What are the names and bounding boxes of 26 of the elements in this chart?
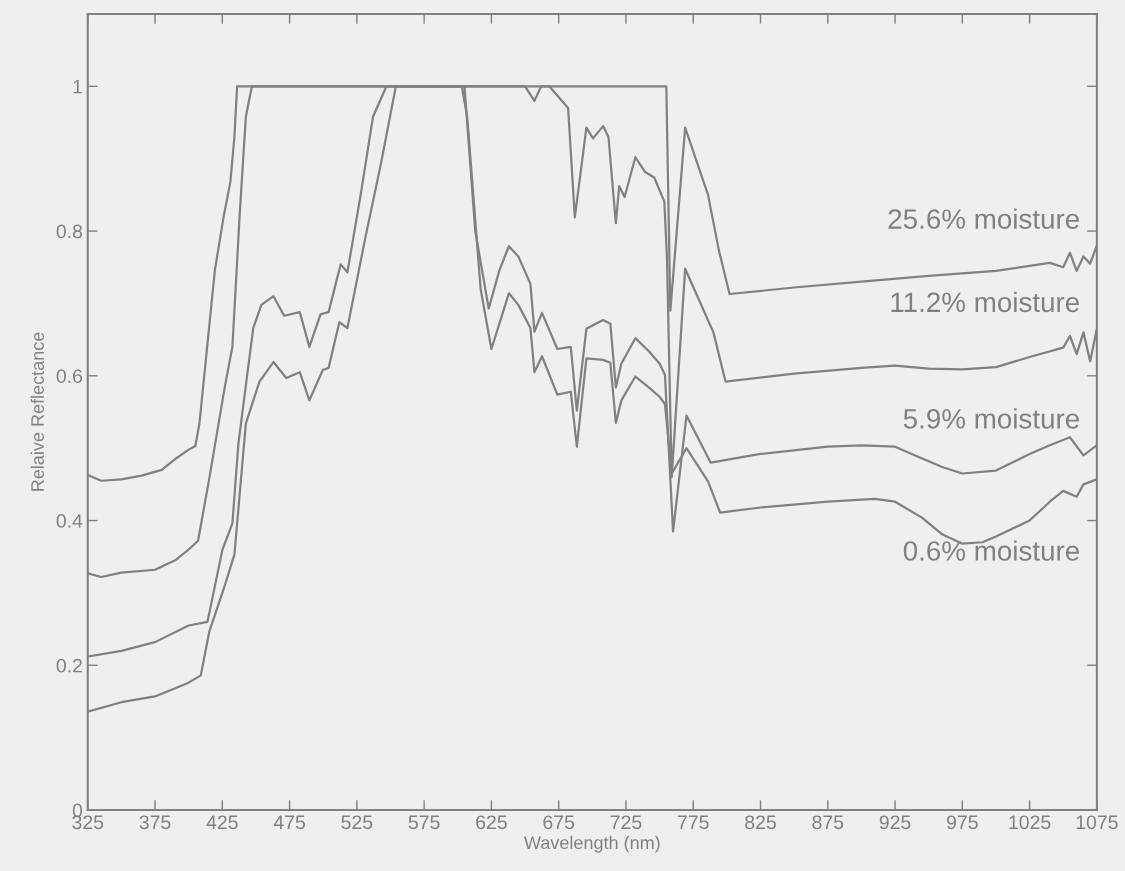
x-tick-label: 525 (341, 815, 373, 830)
x-tick-label: 675 (543, 815, 575, 830)
x-tick-label: 475 (273, 815, 305, 830)
y-tick-label: 0.6 (56, 369, 83, 384)
y-tick-label: 0.2 (56, 658, 82, 673)
x-tick-label: 875 (812, 815, 844, 830)
x-tick-label: 1025 (1009, 815, 1051, 830)
x-tick-label: 575 (408, 815, 440, 830)
x-tick-label: 375 (139, 815, 171, 830)
x-tick-label: 725 (610, 815, 642, 830)
x-tick-label: 425 (206, 815, 238, 830)
x-tick-label: 625 (476, 815, 507, 830)
x-tick-label: 825 (745, 815, 776, 830)
y-tick-label: 1 (73, 79, 82, 94)
x-tick-label: 925 (879, 815, 911, 830)
x-tick-label: 1075 (1076, 815, 1118, 830)
y-tick-label: 0.4 (56, 514, 83, 528)
x-axis-title: Wavelength (nm) (524, 835, 660, 853)
legend-label: 5.9% moisture (903, 408, 1079, 429)
legend-label: 0.6% moisture (903, 540, 1079, 561)
y-axis-title: Relaive Reflectance (30, 332, 44, 491)
x-tick-label: 975 (947, 815, 978, 830)
x-tick-label: 775 (678, 815, 709, 830)
y-tick-label: 0.8 (56, 224, 83, 239)
series-label: 11.2% moisture (891, 291, 1079, 313)
series-label: 25.6% moisture (888, 208, 1079, 229)
